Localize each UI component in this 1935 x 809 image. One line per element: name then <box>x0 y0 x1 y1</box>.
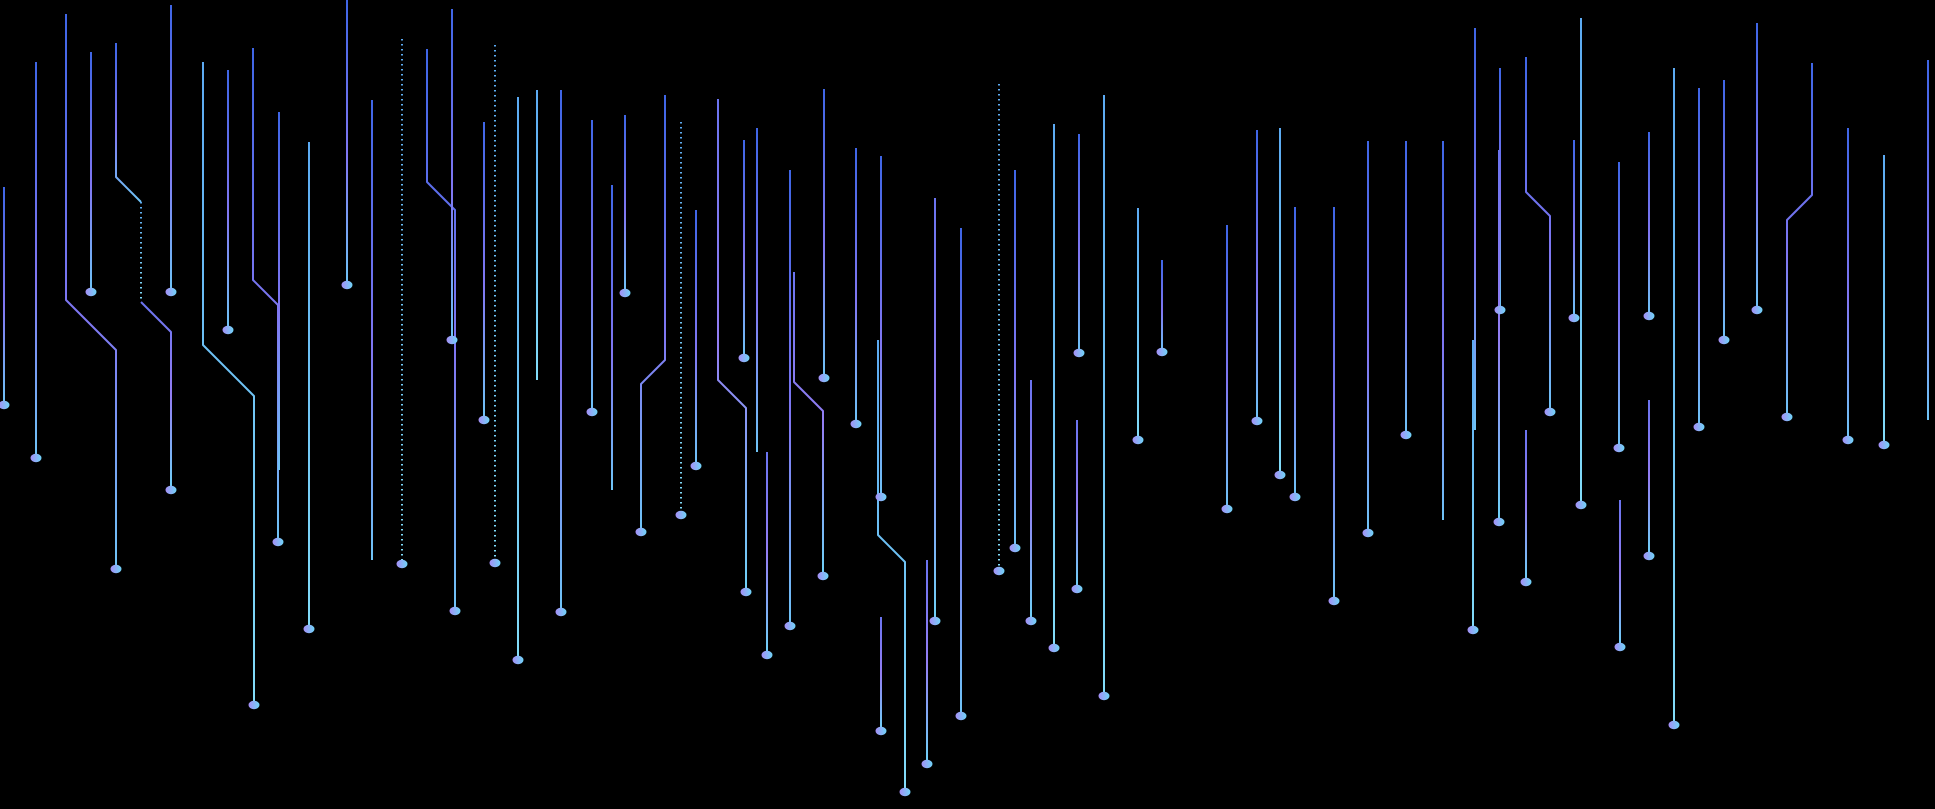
circuit-trace <box>793 272 824 576</box>
trace-endpoint-dot <box>761 650 773 660</box>
trace-endpoint-dot <box>818 373 830 383</box>
trace-endpoint-dot <box>1071 584 1083 594</box>
trace-endpoint-dot <box>1009 543 1021 553</box>
trace-endpoint-dot <box>30 453 42 463</box>
trace-endpoint-dot <box>1520 577 1532 587</box>
trace-endpoint-dot <box>1718 335 1730 345</box>
trace-endpoint-dot <box>1132 435 1144 445</box>
trace-endpoint-dot <box>1643 311 1655 321</box>
trace-endpoint-dot <box>1467 625 1479 635</box>
trace-endpoint-dot <box>921 759 933 769</box>
trace-endpoint-dot <box>165 287 177 297</box>
trace-endpoint-dot <box>1575 500 1587 510</box>
trace-endpoint-dot <box>1025 616 1037 626</box>
trace-endpoint-dot <box>635 527 647 537</box>
circuit-trace <box>877 340 906 792</box>
trace-endpoint-dot <box>248 700 260 710</box>
trace-endpoint-dot <box>899 787 911 797</box>
trace-endpoint-dot <box>489 558 501 568</box>
trace-endpoint-dot <box>272 537 284 547</box>
trace-endpoint-dot <box>784 621 796 631</box>
trace-endpoint-dot <box>85 287 97 297</box>
circuit-trace <box>65 14 117 569</box>
circuit-trace <box>1786 63 1813 417</box>
trace-endpoint-dot <box>993 566 1005 576</box>
trace-endpoint-dot <box>875 492 887 502</box>
trace-endpoint-dot <box>1400 430 1412 440</box>
trace-endpoint-dot <box>449 606 461 616</box>
trace-endpoint-dot <box>110 564 122 574</box>
trace-endpoint-dot <box>1098 691 1110 701</box>
trace-endpoint-dot <box>0 400 10 410</box>
trace-endpoint-dot <box>850 419 862 429</box>
circuit-trace <box>202 62 255 705</box>
trace-endpoint-dot <box>303 624 315 634</box>
trace-endpoint-dot <box>1613 443 1625 453</box>
trace-endpoint-dot <box>555 607 567 617</box>
trace-endpoint-dot <box>478 415 490 425</box>
trace-endpoint-dot <box>875 726 887 736</box>
trace-endpoint-dot <box>341 280 353 290</box>
trace-endpoint-dot <box>1493 517 1505 527</box>
trace-endpoint-dot <box>222 325 234 335</box>
trace-endpoint-dot <box>1073 348 1085 358</box>
trace-endpoint-dot <box>1751 305 1763 315</box>
trace-endpoint-dot <box>512 655 524 665</box>
trace-endpoint-dot <box>1614 642 1626 652</box>
trace-endpoint-dot <box>1289 492 1301 502</box>
circuit-trace <box>115 43 142 203</box>
trace-endpoint-dot <box>1568 313 1580 323</box>
trace-endpoint-dot <box>929 616 941 626</box>
trace-endpoint-dot <box>690 461 702 471</box>
trace-endpoint-layer <box>0 280 1890 797</box>
circuit-trace <box>717 99 747 592</box>
trace-endpoint-dot <box>1221 504 1233 514</box>
trace-endpoint-dot <box>955 711 967 721</box>
trace-endpoint-dot <box>1842 435 1854 445</box>
trace-endpoint-dot <box>675 510 687 520</box>
trace-endpoint-dot <box>1328 596 1340 606</box>
trace-endpoint-dot <box>1156 347 1168 357</box>
trace-endpoint-dot <box>1251 416 1263 426</box>
trace-endpoint-dot <box>738 353 750 363</box>
circuit-trace <box>252 48 279 542</box>
trace-endpoint-dot <box>1362 528 1374 538</box>
trace-endpoint-dot <box>1668 720 1680 730</box>
circuit-trace <box>640 95 666 532</box>
trace-endpoint-dot <box>1048 643 1060 653</box>
trace-endpoint-dot <box>396 559 408 569</box>
trace-endpoint-dot <box>1693 422 1705 432</box>
trace-endpoint-dot <box>586 407 598 417</box>
trace-endpoint-dot <box>817 571 829 581</box>
circuit-trace <box>426 49 456 611</box>
circuit-trace <box>1525 57 1551 412</box>
trace-endpoint-dot <box>446 335 458 345</box>
trace-endpoint-dot <box>1544 407 1556 417</box>
trace-endpoint-dot <box>619 288 631 298</box>
trace-endpoint-dot <box>1494 305 1506 315</box>
trace-layer <box>3 0 1929 792</box>
trace-endpoint-dot <box>1878 440 1890 450</box>
trace-endpoint-dot <box>1274 470 1286 480</box>
trace-endpoint-dot <box>740 587 752 597</box>
trace-endpoint-dot <box>1643 551 1655 561</box>
trace-endpoint-dot <box>1781 412 1793 422</box>
circuit-trace <box>140 301 172 490</box>
trace-endpoint-dot <box>165 485 177 495</box>
